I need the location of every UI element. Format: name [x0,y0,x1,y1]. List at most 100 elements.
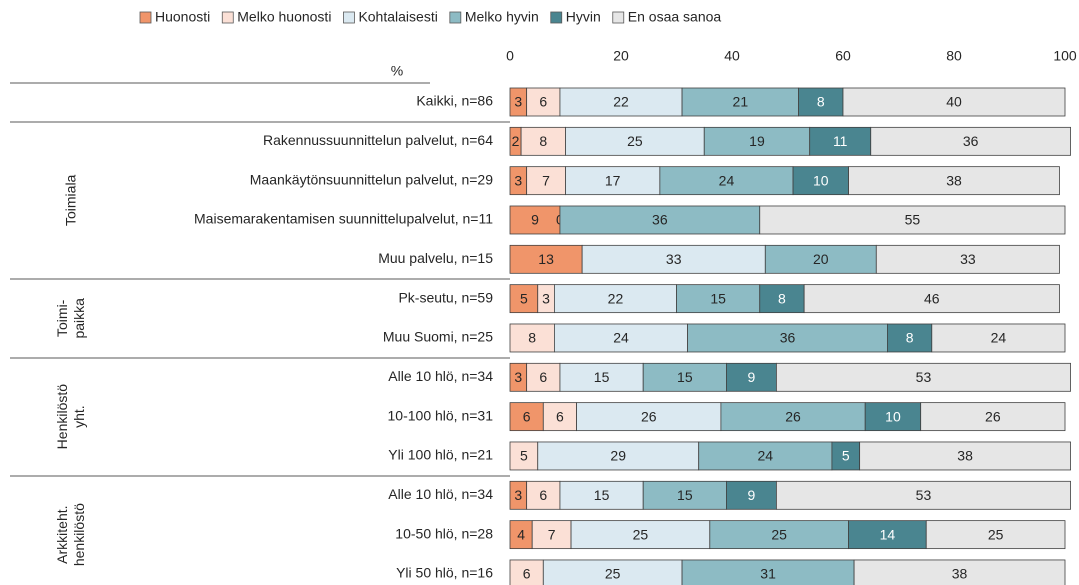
data-label: 7 [542,172,550,188]
bar-segment [759,205,1066,235]
category-label: Kaikki, n=86 [416,93,493,109]
data-label: 36 [652,212,668,228]
bar-segment [531,520,572,550]
data-label: 24 [613,330,629,346]
group-label: Arkkiteht. [54,505,70,563]
data-label: 8 [528,330,536,346]
bar-segment [559,362,644,392]
group-label: henkilöstö [71,503,87,566]
legend-label: Huonosti [155,9,210,25]
category-label: Muu Suomi, n=25 [383,329,493,345]
bar-segment [526,480,561,510]
data-label: 25 [633,526,649,542]
bar-segment [726,480,777,510]
data-label: 25 [771,526,787,542]
data-label: 26 [985,408,1001,424]
data-label: 11 [833,133,848,149]
data-label: 5 [520,448,528,464]
data-label: 5 [842,448,850,464]
bar-segment [559,480,644,510]
data-label: 8 [539,133,547,149]
x-tick-label: 0 [506,48,514,64]
bar-segment [509,441,539,471]
data-label: 24 [991,330,1007,346]
data-label: 19 [749,133,765,149]
legend-label: Hyvin [566,9,601,25]
bar-segment [509,244,583,274]
bar-segment [526,87,561,117]
category-label: Alle 10 hlö, n=34 [388,486,493,502]
bar-segment [776,480,1071,510]
data-label: 15 [594,369,610,385]
legend-label: Melko hyvin [465,9,539,25]
data-label: 15 [594,487,610,503]
data-label: 2 [512,133,520,149]
x-tick-label: 100 [1053,48,1077,64]
bar-segment [526,166,566,196]
group-label: Henkilöstö [54,384,70,450]
data-label: 26 [785,408,801,424]
x-tick-label: 80 [946,48,962,64]
data-label: 38 [946,172,962,188]
bar-segment [559,87,683,117]
data-label: 40 [946,94,962,110]
bar-segment [526,362,561,392]
group-label: Toimiala [63,174,79,226]
axis-label: % [391,63,403,79]
data-label: 7 [548,526,556,542]
data-label: 9 [531,212,539,228]
data-label: 15 [677,487,693,503]
bar-segment [509,323,555,353]
bar-segment [565,126,705,156]
bar-segment [681,559,855,585]
legend-label: En osaa sanoa [628,9,722,25]
bar-segment [925,520,1066,550]
bar-segment [859,441,1071,471]
data-label: 25 [988,526,1004,542]
data-label: 17 [605,172,621,188]
bar-segment [509,402,544,432]
data-label: 3 [514,172,522,188]
data-label: 9 [748,487,756,503]
data-label: 20 [813,251,829,267]
category-label: Alle 10 hlö, n=34 [388,368,493,384]
data-label: 6 [539,94,547,110]
legend-label: Kohtalaisesti [358,9,437,25]
data-label: 33 [666,251,682,267]
bar-segment [542,402,577,432]
category-label: 10-100 hlö, n=31 [388,407,494,423]
legend-swatch [449,11,462,24]
data-label: 15 [677,369,693,385]
category-label: 10-50 hlö, n=28 [395,525,493,541]
category-label: Muu palvelu, n=15 [378,250,493,266]
data-label: 9 [748,369,756,385]
category-label: Yli 50 hlö, n=16 [396,565,493,581]
bar-segment [698,441,833,471]
category-label: Maisemarakentamisen suunnittelupalvelut,… [194,211,493,227]
bar-segment [803,284,1060,314]
data-label: 15 [710,290,726,306]
data-label: 24 [719,172,735,188]
data-label: 25 [627,133,643,149]
bar-segment [920,402,1066,432]
data-label: 24 [758,448,774,464]
bar-segment [831,441,861,471]
bar-segment [848,520,927,550]
x-tick-label: 60 [835,48,851,64]
data-label: 10 [885,408,901,424]
data-label: 6 [523,566,531,582]
data-label: 31 [760,566,776,582]
legend-swatch [139,11,152,24]
data-label: 21 [733,94,749,110]
data-label: 13 [538,251,554,267]
data-label: 33 [960,251,976,267]
group-label: yht. [71,405,87,428]
bar-segment [559,205,761,235]
category-label: Maankäytönsuunnittelun palvelut, n=29 [250,171,493,187]
data-label: 25 [605,566,621,582]
legend-swatch [343,11,355,24]
category-label: Rakennussuunnittelun palvelut, n=64 [263,132,493,148]
data-label: 3 [514,487,522,503]
legend-swatch [550,11,563,24]
bar-segment [870,126,1071,156]
